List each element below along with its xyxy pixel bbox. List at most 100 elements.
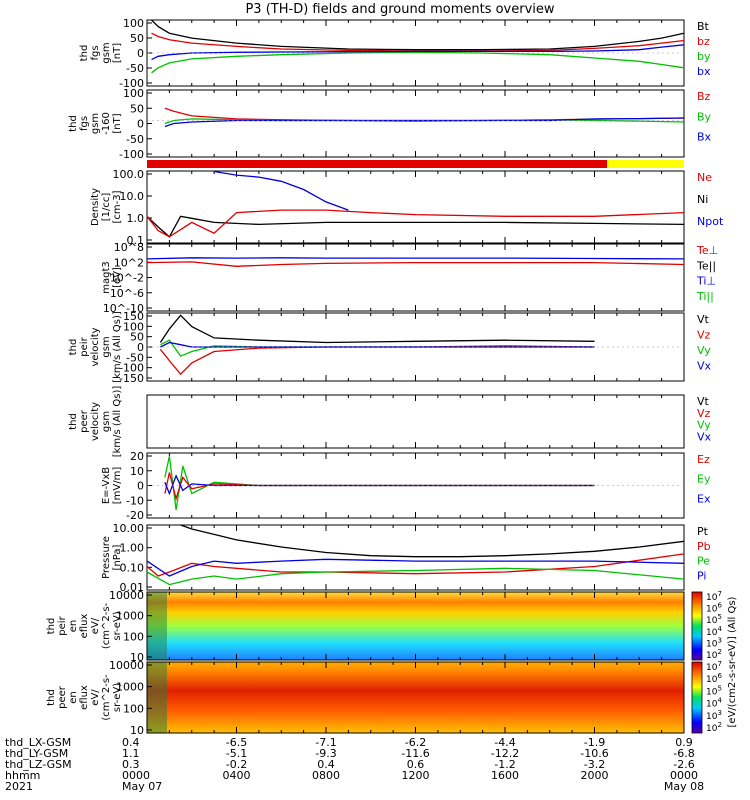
mode-bar-slow (147, 160, 607, 168)
y-axis-label: eV/ (90, 689, 101, 706)
y-tick-label: 0 (137, 480, 144, 493)
y-tick-label: 10 (130, 465, 144, 478)
panel-efield: 20 10 0-10 -20 E=-VxB [mV/m] Ez Ey Ex (101, 450, 711, 522)
series-bz (151, 32, 685, 52)
y-tick-label: -100 (119, 77, 144, 90)
colorbar-strip (691, 591, 703, 661)
x-row-value: 0.4 (122, 736, 140, 749)
panel-frame (146, 170, 685, 244)
chart-title: P3 (TH-D) fields and ground moments over… (245, 2, 554, 17)
x-row-value: 1.1 (122, 747, 140, 760)
panel-frame (146, 243, 685, 312)
y-axis-label: en (68, 691, 79, 704)
y-tick-label: 10 (130, 724, 144, 737)
legend-npot: Npot (697, 215, 724, 228)
y-tick-label: 10^-10 (103, 302, 144, 315)
legend-ni: Ni (697, 193, 708, 206)
x-row-value: May 07 (122, 780, 162, 793)
series-bx (164, 117, 685, 128)
x-row-value: -5.1 (226, 747, 247, 760)
x-row-label: hhmm (5, 769, 40, 782)
x-row-value: -11.6 (401, 747, 429, 760)
y-axis-label: thd (68, 115, 79, 132)
y-tick-label: 10^-2 (110, 272, 144, 285)
y-axis-label: velocity (90, 327, 101, 366)
y-tick-label: 100 (123, 87, 144, 100)
panel-temp: 10^8 10^2 10^-2 10^-6 10^-10 magt3 [eV] Te⊥ Te||… (101, 241, 718, 315)
y-tick-label: 150 (123, 310, 144, 323)
y-tick-label: 0.1 (127, 234, 145, 247)
legend-bx: bx (697, 65, 711, 78)
y-axis-label: (cm^2-s- (101, 602, 112, 649)
panel-density: 100.0 10.0 1.0 0.1 Density [1/cc] [cm-3] Ne Ni Np… (90, 168, 724, 247)
y-tick-label: 20 (130, 450, 144, 463)
panel-frame (146, 524, 685, 591)
panel-fgs: 100 50 0 -50 -100 thd fgs gsm [nT] Bt bz by bx (79, 17, 711, 90)
y-axis-label: velocity (90, 402, 101, 441)
x-row-value: -7.1 (315, 736, 336, 749)
y-tick-label: 0.01 (120, 581, 145, 594)
y-axis-label: gsm (101, 411, 112, 432)
series-bt (151, 19, 685, 51)
panel-fgs_dsl: 100 50 0 -50 -100 thd fgs gsm -160 [nT] Bz By Bx (68, 87, 712, 161)
spectrogram-image (147, 592, 684, 660)
legend-vz: Vz (697, 329, 711, 342)
series-vy (160, 339, 595, 357)
y-axis-label: thd (46, 689, 57, 706)
y-axis-label: sr-eV) (112, 683, 123, 712)
legend-vx: Vx (697, 430, 712, 443)
y-axis-label: [mV/m] (112, 467, 123, 505)
series-ex (164, 474, 595, 496)
x-row-value: -2.6 (673, 758, 694, 771)
y-axis-label: peir (79, 336, 90, 356)
legend-vz: Vz (697, 407, 711, 420)
spectrogram-onset-region (147, 662, 167, 733)
y-tick-label: -10 (126, 494, 144, 507)
y-tick-label: 10^8 (114, 241, 144, 254)
series-vt (159, 314, 595, 344)
y-axis-label: (cm^2-s- (101, 674, 112, 721)
y-axis-label: gsm (101, 336, 112, 357)
y-tick-label: -20 (126, 509, 144, 522)
y-axis-label: magt3 (101, 261, 112, 294)
panel-velocity_e: thd peer velocity gsm [km/s (All Qs)] VtVzVyV… (68, 386, 712, 458)
mode-bar-fast (607, 160, 684, 168)
y-tick-label: 0.10 (120, 561, 145, 574)
legend-bt: Bt (697, 20, 710, 33)
x-row-value: 2000 (581, 769, 609, 782)
series-pt (180, 524, 685, 558)
series-vx (160, 341, 595, 348)
x-row-value: -4.4 (494, 736, 515, 749)
legend-te: Te⊥ (696, 244, 718, 257)
series-npot (213, 170, 349, 211)
legend-ex: Ex (697, 492, 711, 505)
panel-elec_spec: 10000 1000 100 10 thd peer en eflux eV/(cm^2-s-s… (46, 659, 685, 737)
colorbar-tick-label: 107 (706, 660, 722, 673)
x-row-value: 0800 (312, 769, 340, 782)
legend-ey: Ey (697, 473, 711, 486)
series-ey (164, 456, 595, 510)
y-tick-label: 1.0 (127, 212, 145, 225)
x-row-value: May 08 (664, 780, 704, 793)
y-tick-label: 10.00 (113, 522, 145, 535)
x-row-value: 0.3 (122, 758, 140, 771)
colorbar-tick-label: 102 (706, 721, 722, 734)
y-axis-label: thd (68, 413, 79, 430)
y-axis-label: thd (46, 618, 57, 635)
colorbar-tick-label: 105 (706, 684, 722, 697)
legend-pb: Pb (697, 540, 711, 553)
y-tick-label: 10^-6 (110, 287, 144, 300)
y-axis-label: thd (68, 339, 79, 356)
y-axis-label: [km/s (All Qs)] (112, 311, 123, 383)
legend-by: By (697, 110, 712, 123)
y-tick-label: 10000 (109, 659, 144, 672)
x-row-value: 0.9 (675, 736, 693, 749)
y-axis-label: -160 (101, 112, 112, 135)
y-axis-label: thd (79, 45, 90, 62)
y-axis-label: Density (90, 188, 101, 226)
panel-ion_spec: 10000 1000 100 10 thd peir en eflux eV/(cm^2-s-s… (46, 589, 685, 664)
y-axis-label: eV/ (90, 617, 101, 634)
